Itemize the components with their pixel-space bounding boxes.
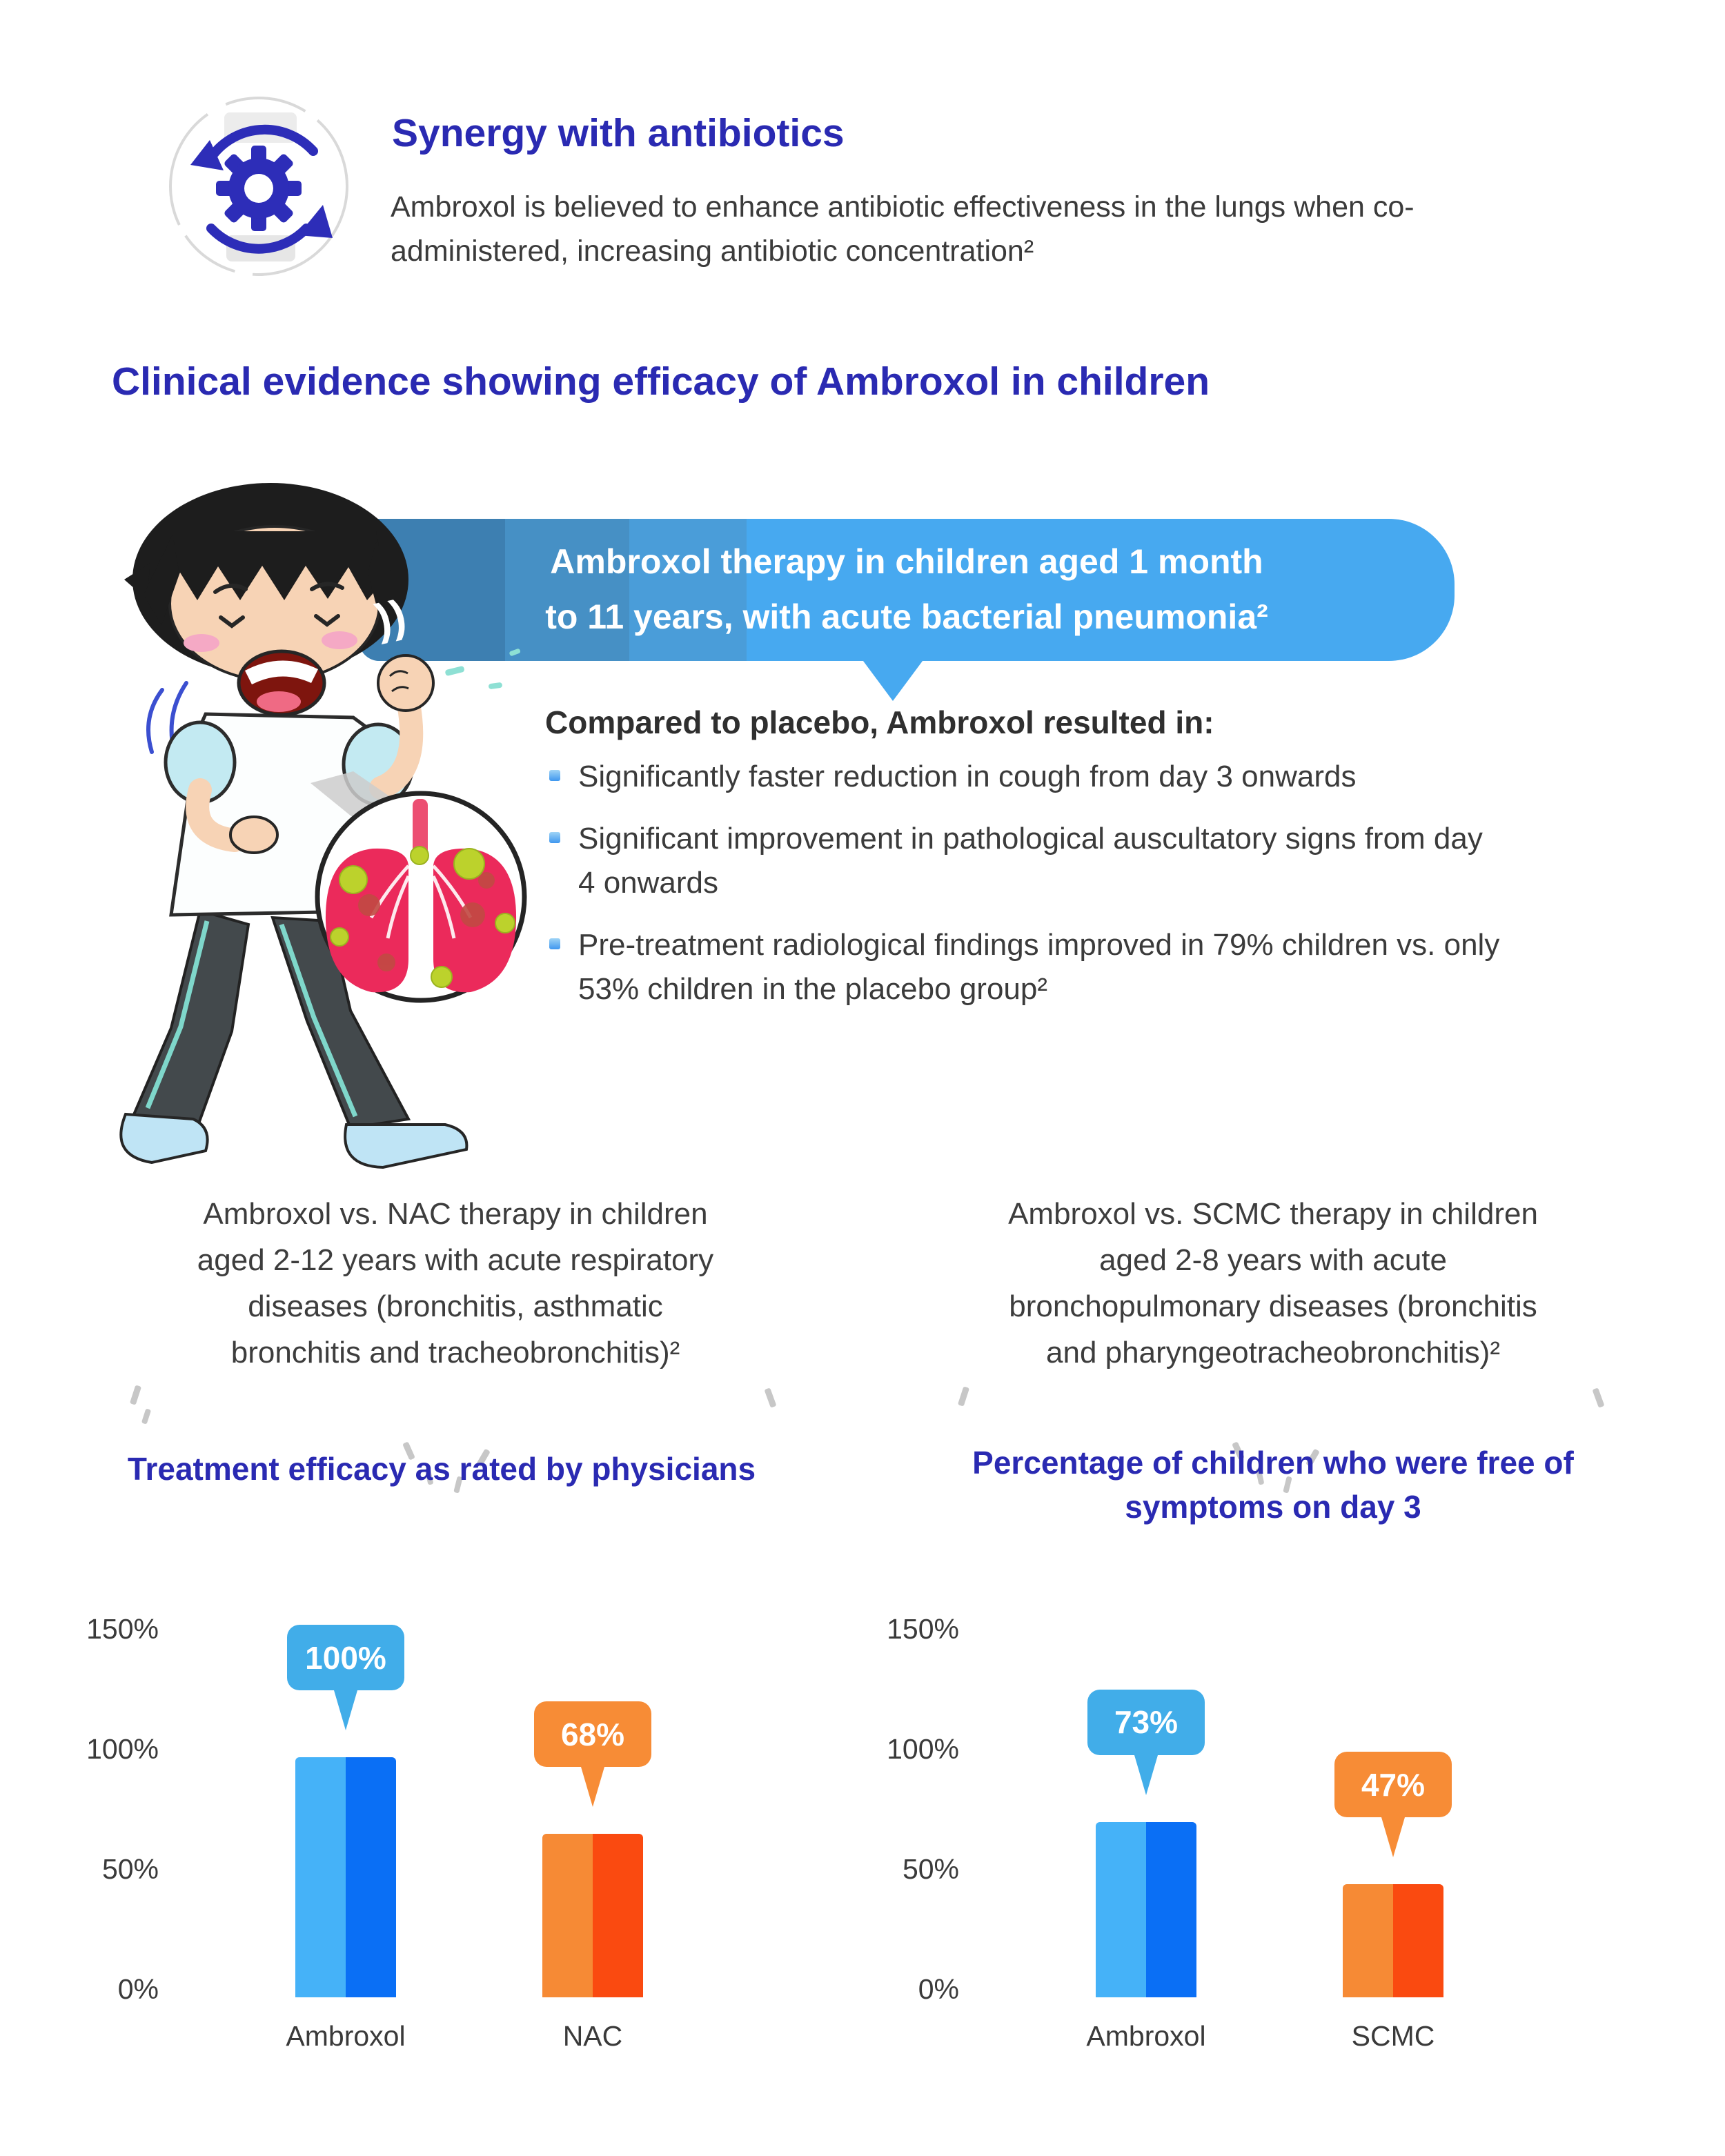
x-category-label: Ambroxol [286,2020,406,2052]
bullet-text: Significant improvement in pathological … [578,822,1483,900]
gear-sync-icon [166,93,352,279]
synergy-body: Ambroxol is believed to enhance antibiot… [391,190,1414,268]
y-tick-label: 100% [86,1733,159,1765]
sparkle-decoration [957,1386,970,1407]
synergy-title: Synergy with antibiotics [392,111,845,155]
y-tick-label: 0% [117,1973,159,2005]
bar-chart-symptom-free: 150% 100% 50% 0% 73% Ambroxol 47% SCMC [887,1608,1587,2063]
bullet-text: Significantly faster reduction in cough … [578,760,1357,793]
study-description-scmc: Ambroxol vs. SCMC therapy in children ag… [1008,1197,1538,1369]
sparkle-decoration [129,1385,142,1405]
bar-ambroxol [1096,1821,1196,1997]
bar-scmc [1343,1884,1443,1997]
bullet-item: Pre-treatment radiological findings impr… [549,923,1501,1011]
study-description-nac: Ambroxol vs. NAC therapy in children age… [197,1197,714,1369]
callout-tail [334,1690,357,1730]
bar-nac [542,1834,643,1997]
x-category-label: SCMC [1351,2020,1435,2052]
sparkle-decoration [141,1408,152,1425]
bubble-band [629,519,747,661]
chart-title-right: Percentage of children who were free of … [972,1445,1574,1525]
value-callout: 100% [287,1625,404,1730]
sparkle-decoration [764,1387,777,1408]
callout-tail [1134,1754,1158,1795]
sparkle-decoration [1592,1387,1605,1408]
cough-particles [445,649,521,689]
value-callout: 47% [1334,1752,1452,1858]
y-tick-label: 150% [86,1613,159,1645]
y-tick-label: 150% [887,1613,959,1645]
value-callout: 73% [1087,1689,1205,1795]
infected-lungs-magnifier [315,791,527,1003]
section-title: Clinical evidence showing efficacy of Am… [112,359,1210,404]
callout-tail [1381,1817,1405,1858]
value-callout: 68% [534,1701,651,1808]
bar-chart-physician-efficacy: 150% 100% 50% 0% 100% Ambroxol 68% NAC [86,1608,787,2063]
placebo-bullet-list: Significantly faster reduction in cough … [549,755,1501,1029]
callout-tail [581,1767,604,1808]
y-tick-label: 0% [918,1973,959,2005]
bubble-band [505,519,629,661]
y-tick-label: 50% [101,1853,159,1885]
y-tick-label: 100% [887,1733,959,1765]
bubble-tail [861,658,925,701]
bar-ambroxol [295,1757,396,1997]
bubble-line1: Ambroxol therapy in children aged 1 mont… [550,542,1263,581]
bullet-item: Significant improvement in pathological … [549,817,1501,905]
placebo-heading: Compared to placebo, Ambroxol resulted i… [545,704,1214,740]
bullet-text: Pre-treatment radiological findings impr… [578,928,1500,1006]
x-category-label: NAC [562,2020,623,2052]
x-category-label: Ambroxol [1086,2020,1206,2052]
coughing-child-illustration [97,476,566,1190]
y-tick-label: 50% [902,1853,959,1885]
chart-title-left: Treatment efficacy as rated by physician… [127,1451,756,1487]
bubble-line2: to 11 years, with acute bacterial pneumo… [545,597,1268,636]
bubble-text: Ambroxol therapy in children aged 1 mont… [359,534,1455,644]
bullet-item: Significantly faster reduction in cough … [549,755,1501,799]
